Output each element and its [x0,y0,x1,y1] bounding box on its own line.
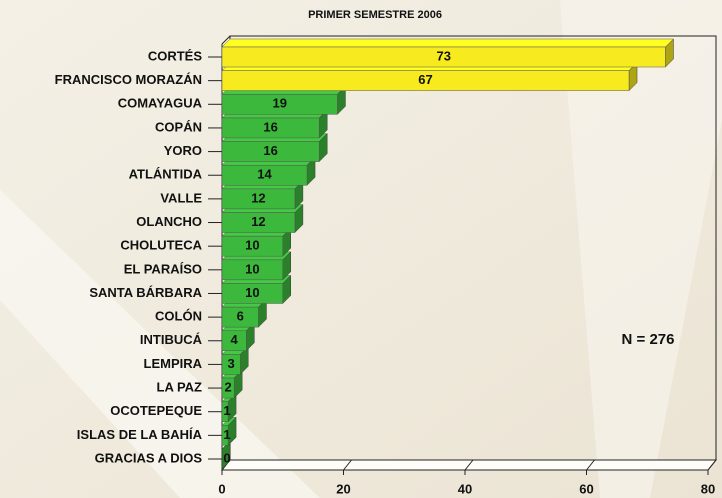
value-label: 6 [237,309,244,324]
value-label: 67 [418,72,432,87]
value-label: 16 [263,143,277,158]
y-axis-depth [221,35,231,45]
bar [221,425,229,446]
bar [221,259,283,281]
value-label: 1 [223,403,230,418]
y-tick-label: ISLAS DE LA BAHÍA [77,427,203,442]
floor-grid-line [707,459,717,471]
y-tick-label: GRACIAS A DIOS [95,450,203,465]
y-tick-label: SANTA BÁRBARA [89,285,202,300]
value-label: 12 [251,214,265,229]
floor-grid-line [464,459,474,471]
bar [221,70,630,91]
value-label: 16 [263,119,277,134]
value-label: 14 [257,167,272,182]
y-tick-label: EL PARAÍSO [124,261,202,276]
y-tick-label: CHOLUTECA [120,238,202,253]
y-tick-label: COPÁN [155,119,202,134]
bar [221,330,247,352]
y-tick-label: CORTÉS [148,48,203,63]
bar [221,306,259,328]
x-tick-label: 20 [336,481,350,496]
annotation: N = 276 [622,331,675,348]
bar [221,141,320,162]
bar [221,164,308,186]
bar [221,401,229,422]
y-tick-label: INTIBUCÁ [140,332,203,347]
y-tick-label: LEMPIRA [144,356,203,371]
bar [221,212,296,233]
value-label: 2 [224,379,231,394]
y-tick-label: COLÓN [155,309,202,324]
y-tick-label: ATLÁNTIDA [129,167,203,182]
value-label: 0 [223,450,230,465]
bar [221,188,296,210]
bar-top [221,38,675,48]
value-label: 10 [245,285,259,300]
value-label: 19 [272,96,286,111]
bar [221,354,241,375]
y-tick-label: OLANCHO [136,214,202,229]
y-tick-label: OCOTEPEQUE [110,403,202,418]
y-tick-label: FRANCISCO MORAZÁN [55,72,202,87]
value-label: 1 [223,427,230,442]
y-tick-label: YORO [164,143,202,158]
value-label: 4 [231,332,239,347]
bar [221,117,320,139]
y-tick-label: VALLE [160,190,202,205]
value-label: 3 [227,356,234,371]
chart-title: PRIMER SEMESTRE 2006 [308,9,442,21]
floor-grid-line [586,459,595,471]
bar [221,235,283,257]
y-tick-label: COMAYAGUA [118,96,203,111]
x-tick-label: 40 [458,481,472,496]
bar [221,46,666,68]
y-tick-label: LA PAZ [157,379,203,394]
value-label: 10 [245,238,259,253]
x-tick-label: 80 [701,481,715,496]
bar [221,94,338,115]
x-tick-label: 60 [579,481,593,496]
floor-grid-line [343,459,352,471]
bar [221,377,235,399]
background-streak [560,0,722,498]
x-tick-label: 0 [218,481,225,496]
bar [221,283,283,304]
value-label: 10 [245,261,259,276]
background-streak [0,190,320,498]
value-label: 12 [251,190,265,205]
value-label: 73 [437,48,451,63]
